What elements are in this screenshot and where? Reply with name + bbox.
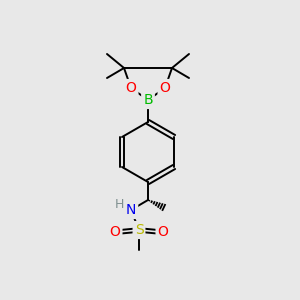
Text: O: O (160, 81, 170, 95)
Text: S: S (135, 223, 143, 237)
Text: O: O (126, 81, 136, 95)
Text: O: O (158, 225, 168, 239)
Text: N: N (126, 203, 136, 217)
Text: B: B (143, 93, 153, 107)
Text: H: H (114, 197, 124, 211)
Text: O: O (110, 225, 120, 239)
